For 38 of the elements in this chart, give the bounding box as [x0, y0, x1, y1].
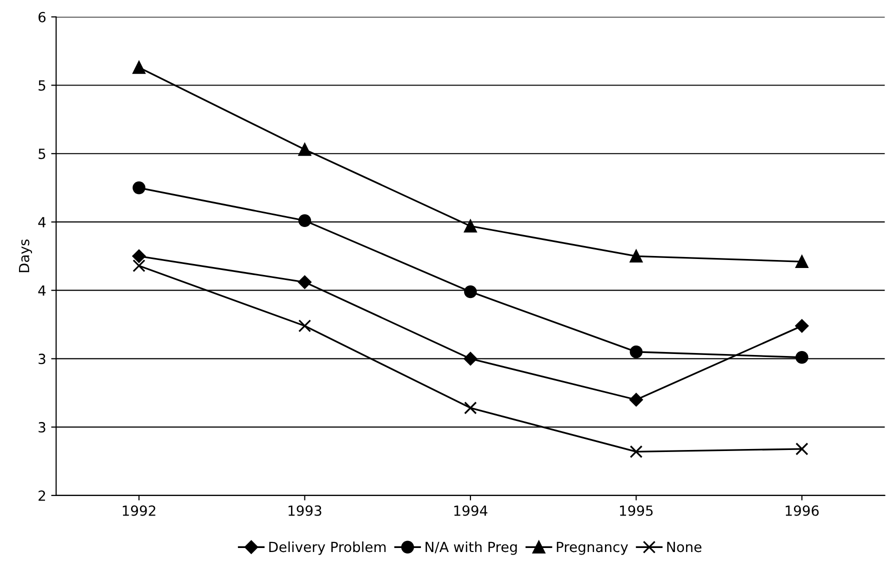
- point: [630, 345, 643, 358]
- legend-label: None: [667, 542, 702, 552]
- y-tick-label: 3: [38, 422, 46, 433]
- y-tick-label: 3: [38, 354, 46, 364]
- point: [629, 393, 643, 406]
- legend-label: Delivery Problem: [269, 541, 386, 555]
- x-tick-label: 1996: [786, 505, 819, 516]
- x-tick-label: 1995: [620, 505, 653, 516]
- point: [464, 402, 477, 414]
- point: [630, 250, 643, 263]
- point: [132, 181, 146, 194]
- point: [298, 275, 312, 289]
- y-tick-label: 6: [38, 12, 46, 22]
- point: [464, 352, 478, 366]
- point: [795, 319, 809, 333]
- point: [298, 214, 312, 228]
- x-tick-label: 1992: [122, 505, 156, 516]
- legend-label: Pregnancy: [556, 542, 628, 555]
- point: [796, 255, 808, 268]
- point: [630, 445, 643, 458]
- y-tick-label: 4: [38, 286, 46, 296]
- point: [132, 61, 146, 74]
- legend-label: N/A with Preg: [426, 541, 517, 555]
- point: [298, 320, 312, 332]
- point: [796, 442, 808, 456]
- y-axis-title: Days: [19, 240, 32, 272]
- point: [796, 350, 808, 364]
- y-tick-label: 5: [38, 148, 46, 160]
- y-tick-label: 2: [38, 490, 46, 501]
- point: [464, 285, 477, 298]
- y-tick-label: 5: [38, 80, 46, 91]
- x-tick-label: 1993: [288, 505, 322, 516]
- x-tick-label: 1994: [454, 505, 488, 516]
- point: [132, 249, 146, 263]
- y-tick-label: 4: [38, 217, 46, 228]
- point: [298, 143, 312, 156]
- point: [464, 220, 477, 232]
- point: [132, 259, 146, 272]
